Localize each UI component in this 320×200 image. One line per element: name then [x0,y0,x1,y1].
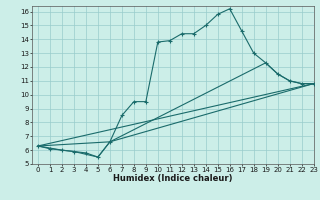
X-axis label: Humidex (Indice chaleur): Humidex (Indice chaleur) [113,174,233,183]
